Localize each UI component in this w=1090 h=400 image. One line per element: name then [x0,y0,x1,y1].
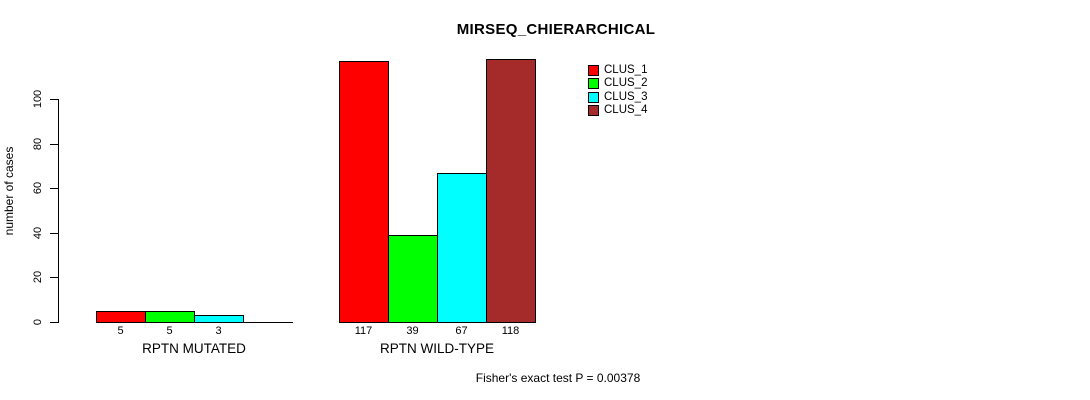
legend-item-clus_1: CLUS_1 [588,64,648,76]
legend-item-clus_3: CLUS_3 [588,90,648,103]
legend-item-clus_2: CLUS_2 [588,77,648,90]
bar-clus_4-rptn-wild-type [486,59,536,323]
y-tick-mark [50,143,58,145]
bar-value-label: 67 [455,325,468,337]
x-category-label: RPTN WILD-TYPE [379,341,495,356]
legend-label: CLUS_3 [604,90,648,103]
legend-swatch-clus_3 [588,91,599,103]
y-tick-mark [50,322,58,323]
y-axis-line [58,99,59,323]
bar-value-label: 39 [406,325,419,337]
bar-clus_1-rptn-mutated [96,311,146,323]
bar-clus_2-rptn-wild-type [388,235,438,323]
bar-clus_3-rptn-mutated [194,315,244,323]
legend-item-clus_4: CLUS_4 [588,103,648,116]
y-tick-label: 100 [32,89,44,109]
legend-swatch-clus_2 [588,78,599,90]
y-tick-label: 0 [32,318,44,326]
y-tick-label: 20 [32,271,44,284]
y-axis-title: number of cases [2,146,16,236]
y-tick-label: 80 [32,137,44,150]
bar-clus_1-rptn-wild-type [339,61,389,323]
x-category-label: RPTN MUTATED [142,341,246,356]
y-tick-mark [50,232,58,234]
legend-swatch-clus_4 [588,104,599,116]
legend-label: CLUS_4 [604,103,648,116]
y-tick-mark [50,188,58,190]
bar-value-label: 118 [501,325,520,337]
y-tick-mark [50,277,58,279]
bar-value-label: 117 [354,325,373,337]
y-tick-mark [50,99,58,100]
legend: CLUS_1 CLUS_2 CLUS_3 CLUS_4 [588,64,648,118]
bar-value-label: 5 [117,325,124,337]
legend-label: CLUS_1 [604,64,648,76]
legend-swatch-clus_1 [588,65,599,76]
legend-label: CLUS_2 [604,77,648,90]
annotation-fisher-test: Fisher's exact test P = 0.00378 [475,371,641,385]
chart-title: MIRSEQ_CHIERARCHICAL [456,21,656,38]
bar-clus_2-rptn-mutated [145,311,195,323]
y-tick-label: 40 [32,226,44,239]
bar-value-label: 3 [215,325,222,337]
bar-clus_3-rptn-wild-type [437,173,487,323]
y-tick-label: 60 [32,182,44,195]
bar-value-label: 5 [166,325,173,337]
